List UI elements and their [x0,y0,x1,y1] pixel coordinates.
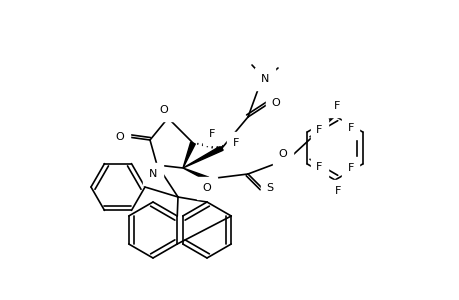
Text: F: F [347,163,353,173]
Text: F: F [315,162,322,172]
Text: F: F [347,123,353,133]
Polygon shape [183,168,208,181]
Text: O: O [278,149,287,159]
Text: F: F [315,125,322,135]
Polygon shape [183,146,223,168]
Text: S: S [266,183,273,193]
Text: O: O [202,183,211,193]
Polygon shape [183,142,195,168]
Text: F: F [333,101,340,111]
Text: F: F [208,129,215,139]
Text: N: N [149,169,157,179]
Text: F: F [232,138,239,148]
Text: N: N [260,74,269,84]
Text: F: F [334,186,341,196]
Text: O: O [115,132,124,142]
Text: O: O [271,98,280,108]
Text: O: O [159,105,168,115]
